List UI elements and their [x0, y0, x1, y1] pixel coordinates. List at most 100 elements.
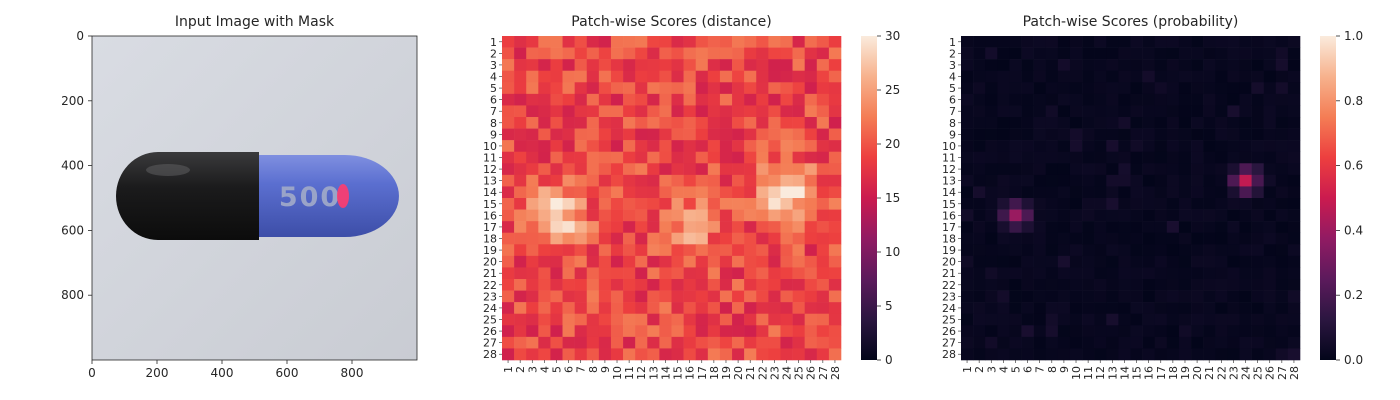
heatmap-cell: [1082, 174, 1095, 187]
heatmap-cell: [635, 325, 648, 338]
heatmap-cell: [1057, 93, 1071, 106]
heatmap-cell: [598, 255, 612, 268]
heatmap-cell: [719, 36, 733, 48]
heatmap-cell: [514, 348, 527, 361]
heatmap-cell: [550, 128, 563, 141]
heatmap-cell: [1166, 82, 1180, 95]
y-tick-label: 11: [483, 152, 497, 165]
y-tick-label: 600: [61, 223, 84, 237]
heatmap-cell: [1094, 232, 1107, 245]
heatmap-cell: [1239, 151, 1252, 164]
heatmap-cell: [1191, 348, 1204, 361]
heatmap-cell: [671, 302, 684, 315]
heatmap-cell: [1287, 313, 1301, 326]
heatmap-cell: [1154, 244, 1168, 257]
heatmap-cell: [1009, 209, 1022, 222]
heatmap-cell: [695, 163, 709, 176]
heatmap-cell: [707, 209, 721, 222]
heatmap-cell: [1215, 244, 1228, 257]
heatmap-cell: [1178, 47, 1192, 60]
heatmap-cell: [647, 59, 660, 72]
heatmap-cell: [1215, 174, 1228, 187]
heatmap-cell: [1263, 336, 1277, 349]
heatmap-cell: [1021, 82, 1034, 95]
heatmap-cell: [1118, 198, 1131, 210]
heatmap-cell: [961, 59, 974, 72]
heatmap-cell: [1275, 140, 1289, 153]
heatmap-cell: [538, 93, 551, 106]
heatmap-cell: [1082, 47, 1095, 60]
heatmap-cell: [1082, 36, 1095, 48]
heatmap-cell: [610, 198, 624, 210]
heatmap-cell: [1203, 105, 1216, 118]
heatmap-cell: [1069, 163, 1083, 176]
heatmap-cell: [768, 209, 781, 222]
heatmap-cell: [780, 47, 793, 60]
heatmap-cell: [1009, 313, 1022, 326]
heatmap-cell: [671, 325, 684, 338]
heatmap-cell: [756, 279, 769, 291]
heatmap-cell: [1021, 70, 1034, 83]
heatmap-cell: [1130, 255, 1143, 268]
heatmap-cell: [502, 82, 515, 95]
x-tick-label: 2: [514, 366, 527, 373]
heatmap-cell: [792, 325, 805, 338]
heatmap-cell: [744, 174, 757, 187]
heatmap-cell: [973, 163, 986, 176]
heatmap-cell: [647, 151, 660, 164]
heatmap-cell: [792, 313, 805, 326]
heatmap-cell: [1057, 221, 1071, 234]
heatmap-cell: [671, 255, 684, 268]
heatmap-cell: [562, 105, 575, 118]
heatmap-cell: [1227, 267, 1240, 280]
heatmap-cell: [1057, 255, 1071, 268]
y-tick-label: 8: [949, 117, 956, 130]
heatmap-cell: [792, 244, 805, 257]
heatmap-cell: [1130, 117, 1143, 129]
heatmap-cell: [1069, 348, 1083, 361]
heatmap-cell: [586, 279, 600, 291]
heatmap-cell: [1154, 221, 1168, 234]
heatmap-cell: [1045, 82, 1059, 95]
heatmap-cell: [804, 163, 818, 176]
heatmap-cell: [1082, 117, 1095, 129]
heatmap-cell: [1045, 244, 1059, 257]
heatmap-cell: [1191, 163, 1204, 176]
heatmap-cell: [1178, 221, 1192, 234]
y-tick-label: 15: [942, 198, 956, 211]
heatmap-cell: [1166, 255, 1180, 268]
heatmap-cell: [1239, 117, 1252, 129]
heatmap-cell: [1251, 82, 1264, 95]
heatmap-cell: [985, 255, 998, 268]
heatmap-cell: [1106, 221, 1119, 234]
heatmap-cell: [562, 70, 575, 83]
heatmap-cell: [574, 59, 588, 72]
heatmap-cell: [1130, 279, 1143, 291]
heatmap-cell: [732, 105, 745, 118]
x-tick-label: 24: [1240, 366, 1253, 380]
heatmap-cell: [1239, 36, 1252, 48]
heatmap-cell: [1251, 336, 1264, 349]
heatmap-cell: [1215, 128, 1228, 141]
heatmap-cell: [502, 186, 515, 199]
heatmap-cell: [1227, 198, 1240, 210]
heatmap-cell: [1069, 336, 1083, 349]
heatmap-cell: [610, 59, 624, 72]
heatmap-cell: [635, 313, 648, 326]
heatmap-cell: [586, 325, 600, 338]
heatmap-cell: [707, 244, 721, 257]
heatmap-cell: [1033, 186, 1047, 199]
heatmap-cell: [683, 70, 697, 83]
x-tick-label: 15: [1131, 366, 1144, 380]
y-tick-label: 17: [942, 221, 956, 234]
heatmap-cell: [1251, 36, 1264, 48]
heatmap-cell: [1009, 93, 1022, 106]
x-tick-label: 11: [1082, 366, 1095, 380]
heatmap-cell: [997, 70, 1010, 83]
heatmap-cell: [1045, 140, 1059, 153]
heatmap-cell: [780, 117, 793, 129]
heatmap-cell: [1166, 36, 1180, 48]
x-tick-label: 400: [211, 366, 234, 380]
heatmap-cell: [1069, 325, 1083, 338]
heatmap-cell: [550, 59, 563, 72]
